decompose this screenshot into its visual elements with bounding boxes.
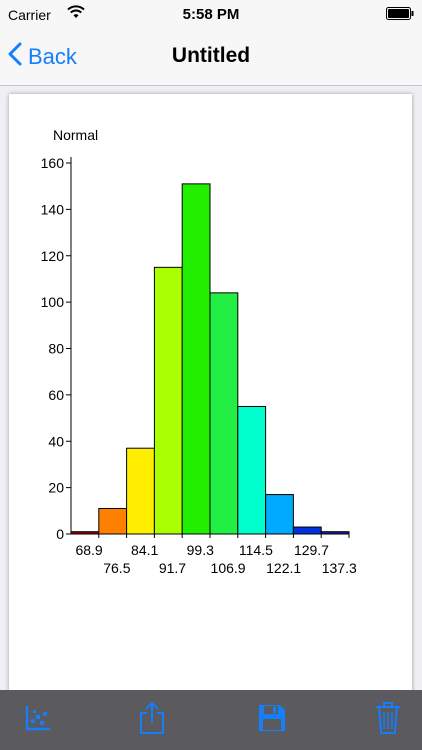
delete-button[interactable]	[370, 701, 406, 740]
navigation-bar: Back Untitled	[0, 30, 422, 86]
y-tick-label: 160	[41, 155, 65, 171]
status-bar: Carrier 5:58 PM	[0, 0, 422, 30]
x-tick-label: 137.3	[322, 560, 357, 576]
histogram-bar	[126, 447, 155, 535]
x-tick-label: 129.7	[294, 542, 329, 558]
y-tick-label: 40	[48, 433, 64, 449]
clock: 5:58 PM	[182, 6, 240, 23]
histogram-bar	[292, 526, 322, 535]
chevron-left-icon	[8, 42, 28, 72]
battery-icon	[386, 7, 414, 20]
y-axis-label: Normal	[53, 127, 98, 143]
save-button[interactable]	[254, 702, 290, 738]
histogram-bar	[265, 494, 294, 535]
x-tick-label: 68.9	[75, 542, 102, 558]
share-icon	[137, 701, 167, 740]
x-tick-label: 122.1	[266, 560, 301, 576]
y-tick-label: 80	[48, 341, 64, 357]
y-tick-label: 0	[56, 526, 64, 542]
page-title: Untitled	[171, 44, 251, 67]
y-tick-label: 20	[48, 480, 64, 496]
save-icon	[257, 703, 287, 738]
x-tick-label: 76.5	[103, 560, 130, 576]
histogram-chart: Normal02040608010012014016068.976.584.19…	[41, 127, 357, 576]
scatter-plot-icon	[23, 703, 53, 738]
y-tick-label: 100	[41, 294, 65, 310]
y-tick-label: 60	[48, 387, 64, 403]
carrier-label: Carrier	[8, 7, 51, 23]
histogram-bar	[181, 183, 211, 535]
histogram-bar	[98, 507, 128, 535]
histogram-bar	[209, 292, 239, 535]
share-button[interactable]	[134, 701, 170, 740]
histogram-card: Normal 0 20 40 60 80 100 120 140 160 68.9 76.5 84.1 9…	[9, 94, 412, 704]
back-button[interactable]: Back	[8, 40, 77, 74]
back-label: Back	[28, 44, 77, 69]
trash-icon	[373, 701, 403, 740]
x-tick-label: 106.9	[211, 560, 246, 576]
bottom-toolbar	[0, 690, 422, 750]
histogram-bar	[237, 405, 267, 535]
y-tick-label: 140	[41, 201, 65, 217]
scatter-plot-button[interactable]	[20, 702, 56, 738]
y-tick-label: 120	[41, 248, 65, 264]
x-tick-label: 91.7	[159, 560, 186, 576]
histogram-bar	[153, 266, 183, 535]
wifi-icon	[67, 5, 85, 22]
x-tick-label: 99.3	[187, 542, 214, 558]
x-tick-label: 114.5	[239, 542, 273, 558]
x-tick-label: 84.1	[131, 542, 158, 558]
